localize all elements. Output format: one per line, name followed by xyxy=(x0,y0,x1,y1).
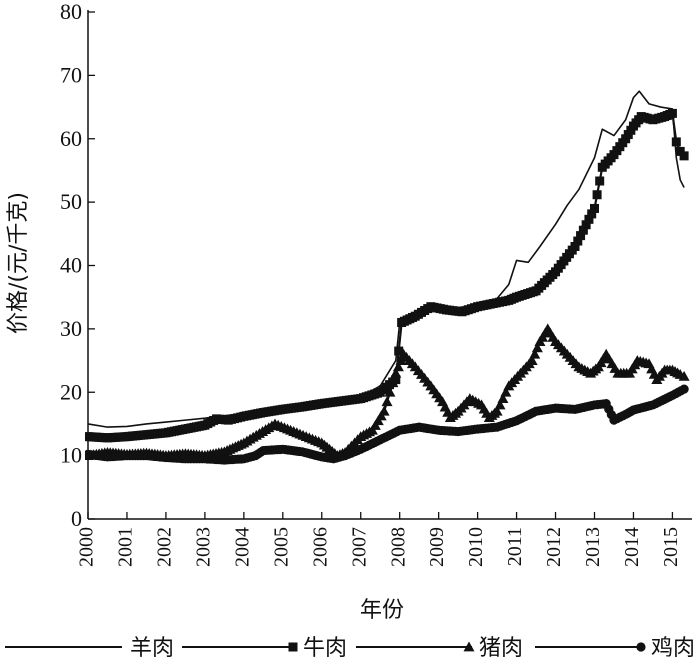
legend: 羊肉 牛肉 猪肉 鸡肉 xyxy=(5,636,695,661)
legend-item: 猪肉 xyxy=(356,636,523,661)
data-point xyxy=(531,342,543,353)
data-point xyxy=(679,384,689,394)
series-group xyxy=(85,90,690,465)
data-point xyxy=(570,241,580,251)
x-tick-label: 2012 xyxy=(543,527,565,567)
y-tick-label: 30 xyxy=(60,316,82,341)
legend-marker xyxy=(288,642,298,652)
x-tick-label: 2010 xyxy=(465,527,487,567)
y-tick-label: 0 xyxy=(71,506,82,531)
x-axis-title: 年份 xyxy=(360,598,404,623)
data-point xyxy=(394,346,404,356)
x-tick-label: 2011 xyxy=(504,527,526,566)
series-circle xyxy=(85,384,689,465)
data-point xyxy=(500,386,512,397)
y-tick-label: 40 xyxy=(60,253,82,278)
data-point xyxy=(390,367,402,378)
axes: 0 10 20 30 40 50 60 70 80 2000 2001 2002 2003 2004 200… xyxy=(60,0,692,567)
y-tick-label: 70 xyxy=(60,62,82,87)
data-point xyxy=(529,348,541,359)
legend-item: 鸡肉 xyxy=(535,636,695,661)
data-point xyxy=(497,393,509,403)
x-tick-label: 2004 xyxy=(231,527,253,567)
y-tick-label: 20 xyxy=(60,379,82,404)
legend-marker xyxy=(636,642,646,652)
y-tick-label: 60 xyxy=(60,126,82,151)
y-tick-label: 10 xyxy=(60,443,82,468)
data-point xyxy=(584,214,594,224)
data-point xyxy=(581,220,591,230)
data-point xyxy=(595,176,605,186)
data-point xyxy=(381,396,393,407)
data-point xyxy=(589,203,599,213)
x-tick-label: 2001 xyxy=(115,527,137,567)
data-point xyxy=(494,399,506,410)
data-point xyxy=(667,108,677,118)
x-tick-label: 2006 xyxy=(309,527,331,567)
data-point xyxy=(384,386,396,397)
legend-label: 鸡肉 xyxy=(651,636,695,661)
x-tick-label: 2009 xyxy=(426,527,448,567)
x-tick-label: 2000 xyxy=(76,527,98,567)
data-point xyxy=(491,405,503,416)
legend-item: 羊肉 xyxy=(5,636,174,661)
data-point xyxy=(576,231,586,241)
x-tick-label: 2007 xyxy=(348,527,370,567)
data-point xyxy=(592,190,602,200)
legend-label: 羊肉 xyxy=(130,636,174,661)
x-tick-label: 2005 xyxy=(270,527,292,567)
data-point xyxy=(678,370,690,381)
data-point xyxy=(391,375,401,385)
y-tick-label: 50 xyxy=(60,189,82,214)
legend-item: 牛肉 xyxy=(182,636,347,661)
data-point xyxy=(587,209,597,219)
data-point xyxy=(573,236,583,246)
y-axis-title: 价格/(元/千克) xyxy=(6,192,31,334)
data-point xyxy=(578,225,588,235)
data-point xyxy=(387,377,399,388)
legend-marker xyxy=(463,641,475,652)
data-point xyxy=(526,355,538,365)
x-tick-label: 2002 xyxy=(154,527,176,567)
data-point xyxy=(671,137,681,147)
x-tick-label: 2008 xyxy=(387,527,409,567)
data-point xyxy=(392,361,404,372)
series-square xyxy=(85,108,689,443)
x-tick-label: 2014 xyxy=(621,527,643,567)
data-point xyxy=(395,355,407,365)
x-tick-label: 2015 xyxy=(660,527,682,567)
x-tick-label: 2013 xyxy=(582,527,604,567)
legend-label: 猪肉 xyxy=(479,636,523,661)
y-tick-label: 80 xyxy=(60,0,82,24)
data-point xyxy=(679,151,689,161)
data-point xyxy=(378,405,390,416)
legend-label: 牛肉 xyxy=(303,636,347,661)
x-tick-label: 2003 xyxy=(192,527,214,567)
